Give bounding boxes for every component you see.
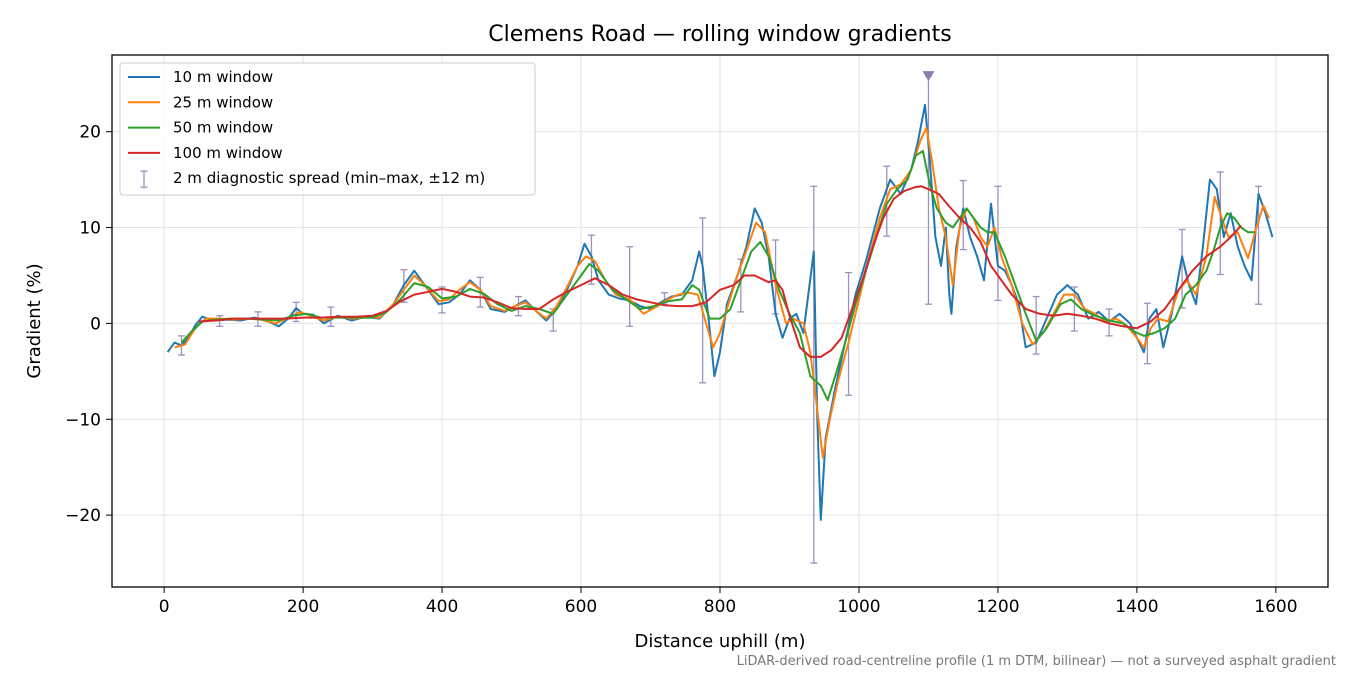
y-tick-label: −10: [65, 410, 101, 430]
legend-item: 2 m diagnostic spread (min–max, ±12 m): [140, 169, 485, 188]
svg-text:50 m window: 50 m window: [173, 119, 273, 137]
x-tick-label: 1400: [1115, 597, 1158, 617]
x-tick-label: 1600: [1254, 597, 1297, 617]
svg-text:2 m diagnostic spread (min–max: 2 m diagnostic spread (min–max, ±12 m): [173, 169, 485, 187]
x-tick-label: 0: [159, 597, 170, 617]
error-bar: [514, 295, 522, 317]
legend: 10 m window 25 m window 50 m window 100 m w…: [119, 62, 536, 196]
series-lines: [166, 103, 1274, 521]
error-bar: [845, 271, 853, 396]
legend-box: [119, 62, 536, 196]
y-tick-label: −20: [65, 506, 101, 526]
y-tick-label: 20: [79, 123, 101, 143]
x-axis-ticks: 0 200 400 600 800 1000 1200 1400 1600: [159, 587, 1298, 617]
series-line: [198, 185, 1242, 358]
x-tick-label: 800: [704, 597, 736, 617]
x-tick-label: 600: [565, 597, 597, 617]
x-tick-label: 1200: [976, 597, 1019, 617]
error-bar: [1216, 171, 1224, 276]
legend-item: 50 m window: [128, 119, 273, 137]
x-axis-label: Distance uphill (m): [635, 631, 806, 652]
y-tick-label: 10: [79, 219, 101, 239]
x-tick-label: 1000: [837, 597, 880, 617]
chart-title: Clemens Road — rolling window gradients: [488, 22, 951, 47]
error-bar: [626, 246, 634, 327]
x-tick-label: 400: [426, 597, 458, 617]
y-axis-label: Gradient (%): [24, 263, 45, 378]
peak-marker: [922, 71, 935, 82]
legend-item: 25 m window: [128, 93, 273, 111]
svg-text:25 m window: 25 m window: [173, 93, 273, 111]
legend-item: 100 m window: [128, 144, 283, 162]
svg-text:10 m window: 10 m window: [173, 68, 273, 86]
error-bar: [1032, 295, 1040, 355]
footnote: LiDAR-derived road-centreline profile (1…: [737, 654, 1336, 669]
x-tick-label: 200: [287, 597, 319, 617]
svg-text:100 m window: 100 m window: [173, 144, 283, 162]
legend-item: 10 m window: [128, 68, 273, 86]
y-axis-ticks: −20 −10 0 10 20: [65, 123, 112, 526]
y-tick-label: 0: [90, 314, 101, 334]
peak-marker-layer: [922, 71, 935, 82]
series-line: [180, 149, 1255, 402]
